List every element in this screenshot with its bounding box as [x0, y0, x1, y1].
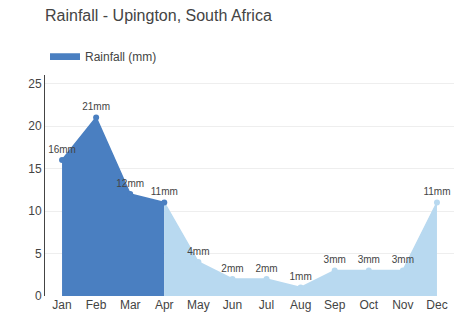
svg-text:0: 0 — [35, 289, 42, 303]
svg-text:12mm: 12mm — [116, 178, 144, 189]
svg-text:3mm: 3mm — [358, 254, 380, 265]
svg-text:Jul: Jul — [259, 298, 274, 312]
svg-text:Jan: Jan — [52, 298, 71, 312]
svg-text:Aug: Aug — [290, 298, 311, 312]
svg-text:20: 20 — [28, 119, 42, 133]
svg-text:16mm: 16mm — [48, 144, 76, 155]
svg-text:15: 15 — [28, 162, 42, 176]
svg-text:5: 5 — [35, 247, 42, 261]
svg-text:Sep: Sep — [324, 298, 346, 312]
svg-text:25: 25 — [28, 77, 42, 91]
svg-text:2mm: 2mm — [255, 263, 277, 274]
svg-text:Apr: Apr — [155, 298, 174, 312]
svg-text:Mar: Mar — [120, 298, 141, 312]
svg-text:10: 10 — [28, 204, 42, 218]
svg-text:Nov: Nov — [392, 298, 413, 312]
svg-text:3mm: 3mm — [392, 254, 414, 265]
svg-text:Dec: Dec — [426, 298, 447, 312]
svg-text:21mm: 21mm — [82, 101, 110, 112]
svg-text:2mm: 2mm — [221, 263, 243, 274]
svg-text:11mm: 11mm — [423, 186, 450, 197]
svg-text:Rainfall (mm): Rainfall (mm) — [85, 50, 156, 64]
svg-text:Rainfall - Upington, South Afr: Rainfall - Upington, South Africa — [45, 7, 272, 24]
svg-text:Jun: Jun — [223, 298, 242, 312]
svg-text:Feb: Feb — [86, 298, 107, 312]
svg-text:11mm: 11mm — [151, 186, 178, 197]
svg-text:3mm: 3mm — [324, 254, 346, 265]
svg-text:1mm: 1mm — [290, 271, 312, 282]
svg-text:4mm: 4mm — [187, 246, 209, 257]
svg-text:Oct: Oct — [359, 298, 378, 312]
svg-text:May: May — [187, 298, 210, 312]
